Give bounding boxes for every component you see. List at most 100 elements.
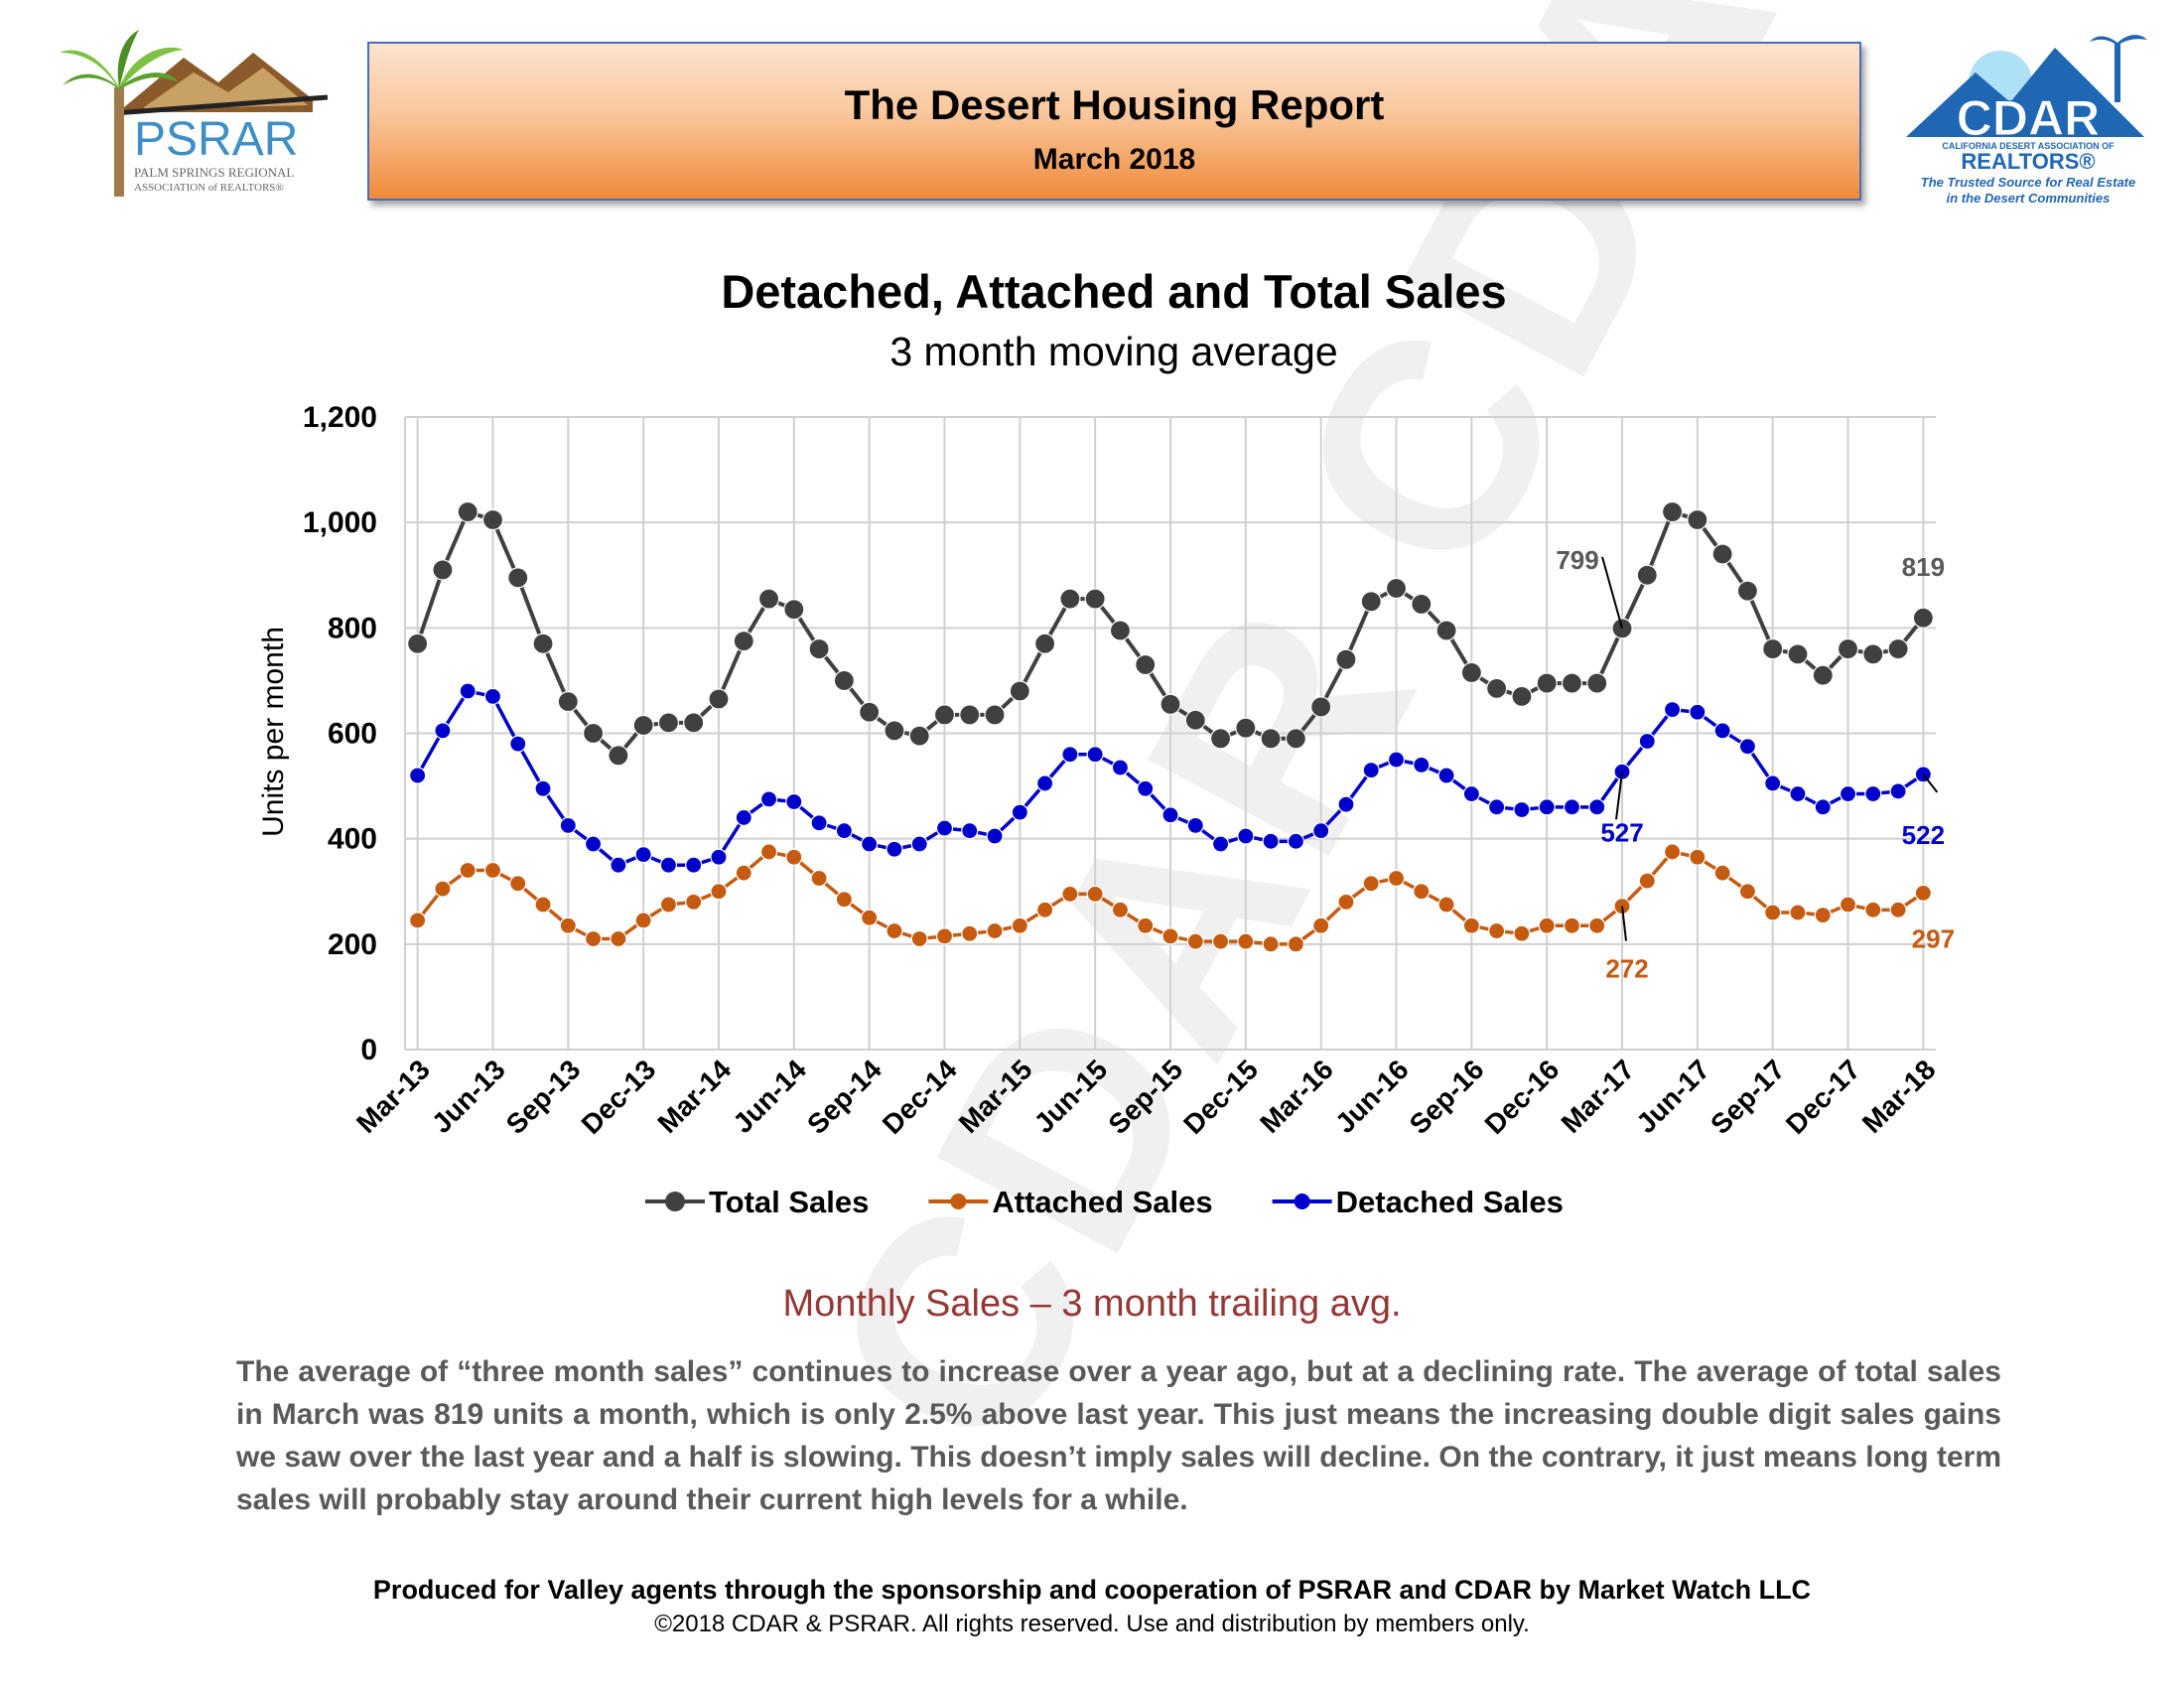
detached-sales-point bbox=[1839, 784, 1857, 803]
detached-sales-point bbox=[1563, 798, 1581, 816]
detached-sales-point bbox=[1663, 701, 1682, 719]
attached-sales-point bbox=[509, 875, 527, 893]
attached-sales-point bbox=[1889, 901, 1907, 918]
detached-sales-point bbox=[1513, 800, 1531, 819]
psrar-logo-subtitle2: ASSOCIATION of REALTORS® bbox=[134, 182, 284, 194]
detached-sales-point bbox=[1413, 756, 1431, 774]
legend-label: Detached Sales bbox=[1336, 1185, 1564, 1219]
attached-sales-point bbox=[1689, 848, 1706, 866]
detached-sales-point bbox=[1789, 784, 1807, 803]
total-sales-point bbox=[1862, 643, 1884, 665]
cdar-logo-subtitle2: REALTORS® bbox=[1961, 149, 2095, 174]
annotations: 799 819 527 522 272 297 bbox=[1556, 545, 1955, 984]
detached-sales-point bbox=[1538, 798, 1556, 816]
attached-sales-point bbox=[1011, 916, 1028, 934]
detached-sales-point bbox=[961, 822, 979, 840]
attached-sales-point bbox=[1814, 907, 1832, 924]
x-tick-label: Dec-16 bbox=[1479, 1054, 1566, 1140]
total-sales-point bbox=[657, 712, 680, 734]
chart-caption: Monthly Sales – 3 month trailing avg. bbox=[782, 1283, 1402, 1325]
total-sales-point bbox=[833, 669, 855, 692]
total-sales-point bbox=[1260, 728, 1282, 750]
total-sales-point bbox=[557, 691, 579, 713]
total-sales-point bbox=[481, 508, 504, 531]
attached-sales-point bbox=[986, 921, 1004, 940]
total-sales-point bbox=[1235, 717, 1257, 739]
total-sales-point bbox=[933, 704, 956, 726]
attached-sales-point bbox=[459, 861, 477, 880]
attached-sales-point bbox=[610, 929, 627, 948]
x-tick-label: Jun-13 bbox=[426, 1054, 511, 1139]
total-sales-point bbox=[1034, 633, 1056, 654]
detached-sales-series bbox=[409, 682, 1932, 874]
total-sales-point bbox=[1837, 637, 1859, 660]
detached-sales-point bbox=[1111, 759, 1130, 776]
attached-sales-point bbox=[1137, 916, 1155, 934]
detached-sales-point bbox=[1161, 806, 1179, 824]
chart-title: Detached, Attached and Total Sales bbox=[721, 268, 1506, 318]
attached-sales-point bbox=[634, 912, 652, 929]
attached-sales-point bbox=[1789, 904, 1807, 921]
legend: Total Sales Attached Sales Detached Sales bbox=[645, 1185, 1564, 1219]
detached-sales-point bbox=[1764, 774, 1782, 792]
detached-sales-point bbox=[1137, 779, 1155, 797]
detached-sales-point bbox=[1437, 767, 1455, 784]
footer-credit: Produced for Valley agents through the s… bbox=[372, 1575, 1812, 1605]
x-tick-label: Dec-17 bbox=[1780, 1054, 1866, 1140]
total-sales-point bbox=[808, 637, 830, 660]
x-tick-label: Sep-15 bbox=[1102, 1054, 1188, 1140]
attached-sales-point bbox=[735, 864, 752, 882]
x-tick-label: Sep-13 bbox=[500, 1054, 587, 1140]
total-sales-point bbox=[1887, 637, 1909, 660]
total-sales-point bbox=[1636, 564, 1658, 586]
total-sales-point bbox=[1787, 643, 1809, 665]
attached-sales-point bbox=[1211, 932, 1230, 950]
attached-sales-point bbox=[759, 843, 778, 861]
total-sales-point bbox=[582, 722, 605, 745]
detached-sales-point bbox=[509, 735, 527, 753]
series bbox=[407, 500, 1934, 953]
detached-sales-point bbox=[685, 856, 703, 874]
psrar-logo: PSRAR PALM SPRINGS REGIONAL ASSOCIATION … bbox=[55, 28, 342, 197]
attached-sales-point bbox=[409, 912, 427, 929]
cdar-logo-subtitle1: CALIFORNIA DESERT ASSOCIATION OF bbox=[1942, 141, 2115, 151]
attached-sales-point bbox=[1362, 875, 1380, 893]
x-tick-label: Jun-17 bbox=[1630, 1054, 1715, 1139]
legend-item-detached-sales: Detached Sales bbox=[1272, 1185, 1564, 1219]
total-sales-point bbox=[1736, 580, 1759, 602]
detached-sales-point bbox=[1061, 746, 1079, 764]
attached-sales-point bbox=[1914, 884, 1932, 902]
total-sales-point bbox=[457, 500, 478, 523]
total-sales-point bbox=[1486, 677, 1508, 699]
total-sales-point bbox=[683, 712, 705, 734]
summary-paragraph: The average of “three month sales” conti… bbox=[236, 1355, 2001, 1516]
psrar-logo-subtitle1: PALM SPRINGS REGIONAL bbox=[134, 165, 294, 180]
total-sales-point bbox=[1661, 500, 1684, 523]
detached-sales-point bbox=[1237, 827, 1255, 845]
x-tick-label: Dec-15 bbox=[1177, 1054, 1264, 1140]
annotation-leader bbox=[1601, 556, 1623, 630]
detached-sales-point bbox=[1262, 832, 1280, 850]
report-header: The Desert Housing Report March 2018 bbox=[367, 42, 1861, 201]
attached-sales-point bbox=[659, 896, 678, 914]
detached-sales-point bbox=[1738, 738, 1757, 756]
detached-sales-point bbox=[1186, 816, 1204, 834]
detached-sales-point bbox=[634, 845, 652, 864]
attached-sales-point bbox=[483, 861, 502, 880]
y-tick-label: 800 bbox=[328, 612, 377, 644]
attached-sales-point bbox=[584, 929, 603, 948]
total-sales-point bbox=[884, 720, 905, 742]
detached-sales-point bbox=[1011, 803, 1028, 821]
attached-sales-point bbox=[1186, 932, 1204, 950]
legend-swatch-marker bbox=[1294, 1194, 1310, 1209]
total-sales-point bbox=[608, 745, 629, 767]
total-sales-point bbox=[1385, 577, 1408, 600]
cdar-logo-tagline2: in the Desert Communities bbox=[1947, 191, 2111, 206]
attached-sales-point bbox=[1839, 896, 1857, 914]
detached-sales-point bbox=[1362, 762, 1380, 779]
attached-sales-point bbox=[1713, 864, 1731, 882]
detached-sales-point bbox=[1211, 835, 1230, 853]
detached-sales-point bbox=[1814, 798, 1832, 816]
total-sales-point bbox=[1009, 680, 1030, 702]
annotation-leader bbox=[1615, 772, 1624, 820]
